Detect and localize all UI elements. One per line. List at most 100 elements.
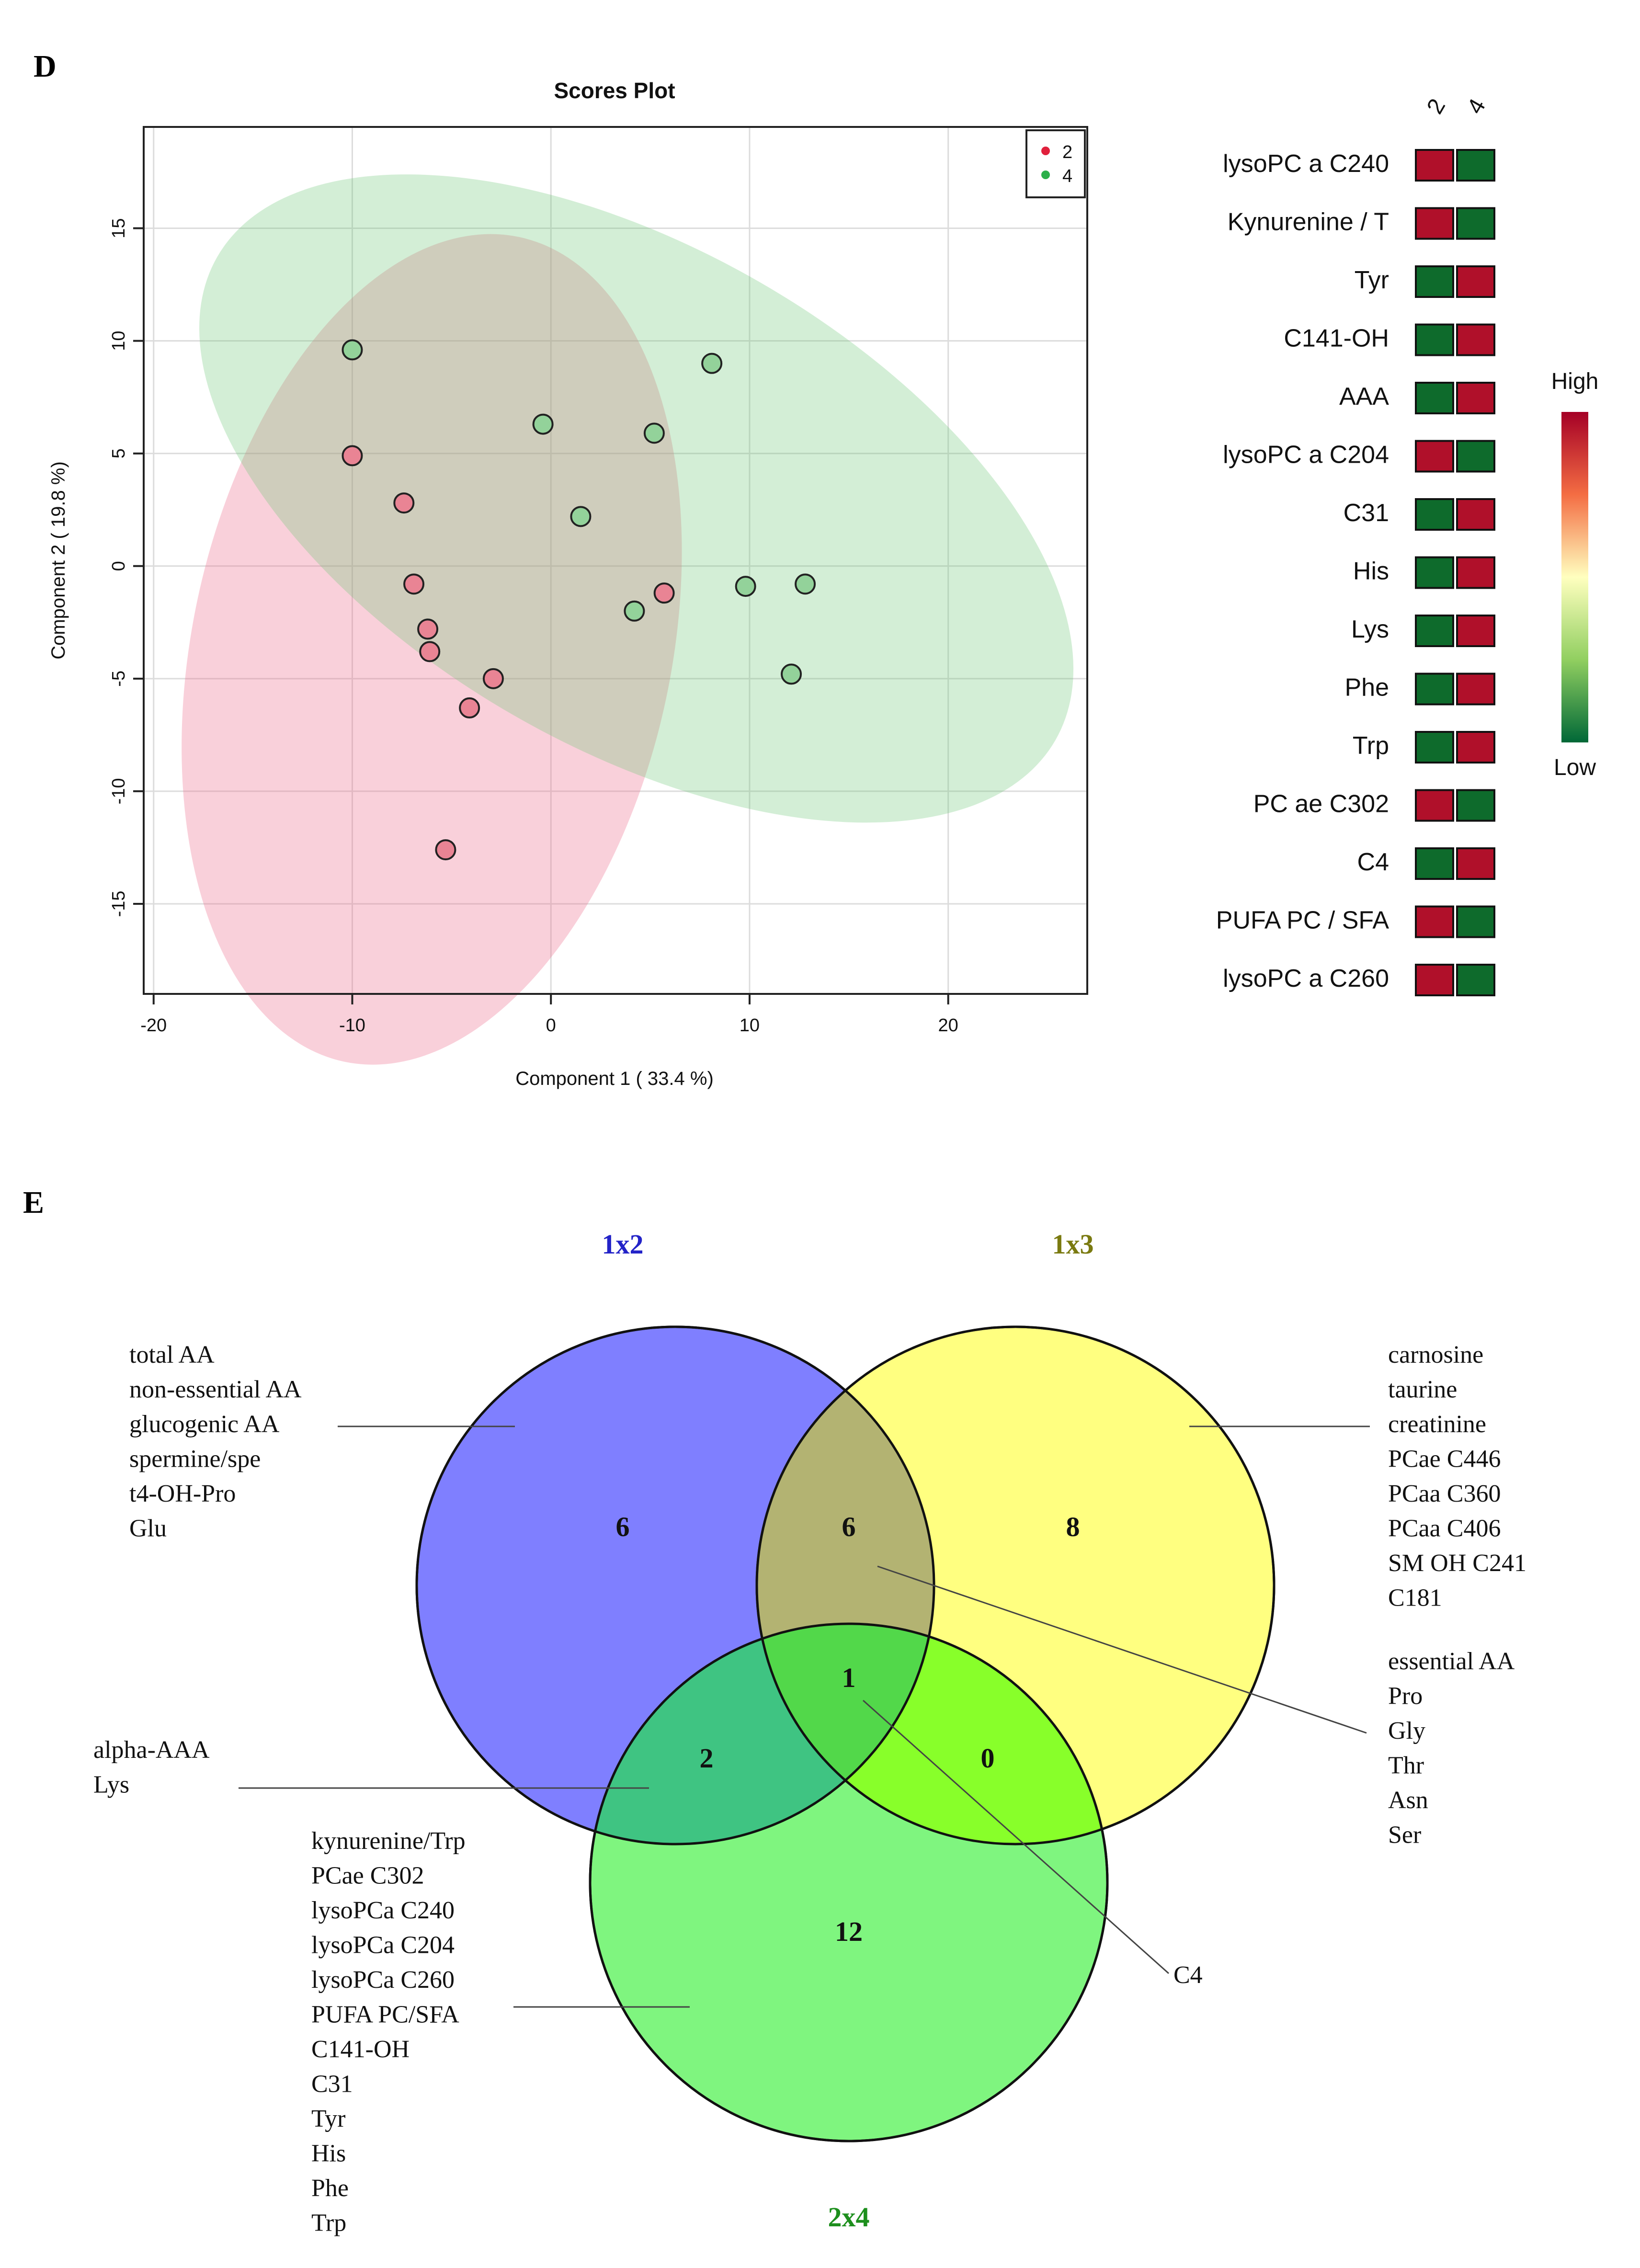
heatmap-cell: [1456, 440, 1495, 473]
scores-plot: -20 -10 0 10 20 -15 -10 -5 0 5 10 15 2 4: [109, 126, 1088, 1065]
x-tick-label: 0: [546, 1015, 556, 1036]
heatmap-cell: [1415, 323, 1454, 356]
heatmap-row-label: His: [1353, 558, 1389, 585]
annotation-line: Trp: [311, 2210, 346, 2237]
annotation-line: alpha-AAA: [93, 1736, 210, 1764]
annotation-line: SM OH C241: [1388, 1550, 1526, 1577]
annotation-line: non-essential AA: [129, 1376, 302, 1403]
point-group-2: [653, 582, 675, 604]
point-group-2: [403, 573, 425, 595]
count-only-1x2: 6: [616, 1511, 630, 1542]
heatmap-cell: [1456, 847, 1495, 880]
point-group-2: [435, 839, 456, 861]
annotation-line: kynurenine/Trp: [311, 1827, 466, 1855]
point-group-4: [570, 506, 592, 527]
y-tick-label: 10: [109, 331, 129, 351]
count-1x2-1x3: 6: [842, 1511, 856, 1542]
point-group-4: [795, 573, 816, 595]
heatmap-cell: [1456, 672, 1495, 706]
heatmap-cell: [1456, 905, 1495, 938]
annotation-1x2-2x4: alpha-AAA Lys: [93, 1736, 210, 1799]
x-axis-label: Component 1 ( 33.4 %): [515, 1068, 714, 1089]
annotation-line: PCae C302: [311, 1862, 424, 1890]
venn-overlap-1x2-2x4: [590, 1624, 934, 1844]
annotation-only-1x2: total AA non-essential AA glucogenic AA spe…: [129, 1341, 302, 1542]
heatmap-cell: [1456, 789, 1495, 822]
annotation-line: essential AA: [1388, 1648, 1515, 1675]
annotation-line: PUFA PC/SFA: [311, 2001, 459, 2029]
annotation-line: C141-OH: [311, 2036, 410, 2063]
heatmap-row-label: Phe: [1344, 674, 1389, 702]
point-group-4: [701, 353, 723, 374]
heatmap-cell: [1415, 265, 1454, 298]
color-scale-bar: [1561, 412, 1588, 742]
heatmap-cell: [1456, 265, 1495, 298]
annotation-line: Gly: [1388, 1717, 1425, 1744]
legend-label-4: 4: [1062, 166, 1072, 186]
heatmap-row-label: lysoPC a C260: [1223, 965, 1389, 992]
heatmap-row-label: C4: [1357, 848, 1389, 876]
annotation-line: PCae C446: [1388, 1446, 1501, 1473]
heatmap-cell: [1415, 789, 1454, 822]
heatmap-cell: [1415, 207, 1454, 240]
heatmap-row-label: C141-OH: [1284, 325, 1389, 353]
annotation-line: Phe: [311, 2175, 349, 2202]
scale-low-label: Low: [1554, 755, 1596, 780]
annotation-line: taurine: [1388, 1376, 1457, 1403]
heatmap-cell: [1415, 149, 1454, 182]
point-group-2: [459, 697, 480, 718]
annotation-line: Asn: [1388, 1787, 1428, 1814]
y-axis-label: Component 2 ( 19.8 %): [48, 461, 69, 660]
annotation-line: creatinine: [1388, 1411, 1486, 1438]
heatmap-row-label: lysoPC a C240: [1223, 150, 1389, 178]
heatmap-cell: [1456, 731, 1495, 764]
x-axis: -20 -10 0 10 20: [140, 994, 958, 1036]
annotation-line: C4: [1173, 1961, 1203, 1989]
heatmap-col-4: 4: [1462, 94, 1491, 118]
heatmap-cell: [1415, 847, 1454, 880]
venn-overlap-1x3-2x4: [757, 1624, 1107, 1844]
score-points: [342, 339, 816, 861]
heatmap-cell: [1415, 964, 1454, 996]
annotation-line: PCaa C360: [1388, 1480, 1501, 1507]
y-tick-label: 5: [109, 448, 129, 458]
point-group-4: [643, 422, 665, 444]
legend-box: [1025, 129, 1086, 198]
annotation-line: Lys: [93, 1771, 129, 1799]
heatmap-row-label: PUFA PC / SFA: [1216, 907, 1389, 935]
heatmap-cell: [1415, 556, 1454, 589]
leader-all: [863, 1699, 1169, 1974]
count-1x3-2x4: 0: [981, 1743, 995, 1774]
heatmap-row-label: Kynurenine / T: [1228, 208, 1389, 236]
plot-legend: 2 4: [1025, 129, 1086, 198]
point-group-4: [532, 413, 554, 435]
annotation-line: Pro: [1388, 1683, 1423, 1710]
heatmap-cell: [1415, 440, 1454, 473]
heatmap-row-label: Lys: [1351, 615, 1389, 643]
legend-label-2: 2: [1062, 142, 1072, 162]
y-tick-label: -15: [109, 890, 129, 917]
heatmap-cell: [1456, 382, 1495, 414]
point-group-4: [342, 339, 363, 361]
venn-outline-1x3: [755, 1325, 1276, 1846]
point-group-2: [419, 641, 441, 662]
set-title-2x4: 2x4: [828, 2201, 870, 2233]
annotation-line: glucogenic AA: [129, 1411, 280, 1438]
annotation-line: spermine/spe: [129, 1446, 261, 1473]
heatmap-cell: [1456, 964, 1495, 996]
heatmap-row-label: AAA: [1339, 383, 1389, 410]
leader-1x2-1x3: [877, 1565, 1367, 1734]
legend-marker-2: [1041, 147, 1050, 155]
heatmap-cell: [1456, 615, 1495, 647]
scale-high-label: High: [1551, 369, 1599, 394]
leader-lines: [239, 1425, 1370, 2008]
grid-lines: [144, 127, 1087, 994]
point-group-2: [482, 668, 504, 689]
ellipse-group-4: [199, 174, 1074, 823]
annotation-line: C181: [1388, 1584, 1442, 1612]
legend-marker-4: [1041, 171, 1050, 179]
x-tick-label: -10: [339, 1015, 365, 1036]
heatmap-cell: [1415, 731, 1454, 764]
set-title-1x2: 1x2: [602, 1229, 644, 1260]
